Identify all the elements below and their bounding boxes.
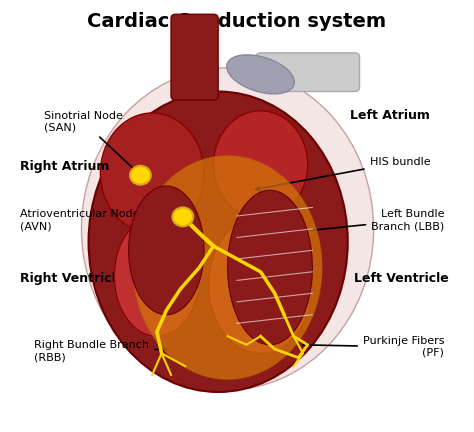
Text: Right Bundle Branch
(RBB): Right Bundle Branch (RBB) <box>35 340 166 362</box>
Ellipse shape <box>89 92 348 392</box>
Text: HIS bundle: HIS bundle <box>255 157 430 191</box>
Ellipse shape <box>82 68 374 390</box>
Ellipse shape <box>115 216 199 336</box>
Ellipse shape <box>213 111 308 218</box>
Ellipse shape <box>100 113 204 233</box>
Ellipse shape <box>227 55 294 94</box>
Circle shape <box>173 207 193 226</box>
FancyBboxPatch shape <box>256 53 359 92</box>
Circle shape <box>130 166 151 184</box>
Ellipse shape <box>209 216 312 353</box>
Ellipse shape <box>228 190 312 345</box>
Ellipse shape <box>133 156 322 379</box>
Text: Left Atrium: Left Atrium <box>350 108 430 122</box>
Text: Purkinje Fibers
(PF): Purkinje Fibers (PF) <box>303 336 444 358</box>
Ellipse shape <box>128 186 204 315</box>
Text: Right Ventricle: Right Ventricle <box>20 272 125 285</box>
Text: Left Bundle
Branch (LBB): Left Bundle Branch (LBB) <box>289 210 444 235</box>
Text: Cardiac Conduction system: Cardiac Conduction system <box>87 12 387 31</box>
Text: Sinotrial Node
(SAN): Sinotrial Node (SAN) <box>44 111 137 172</box>
Text: Right Atrium: Right Atrium <box>20 160 109 173</box>
FancyBboxPatch shape <box>171 14 218 100</box>
Text: Left Ventricle: Left Ventricle <box>354 272 449 285</box>
Text: Atrioventricular Node
(AVN): Atrioventricular Node (AVN) <box>20 210 176 231</box>
